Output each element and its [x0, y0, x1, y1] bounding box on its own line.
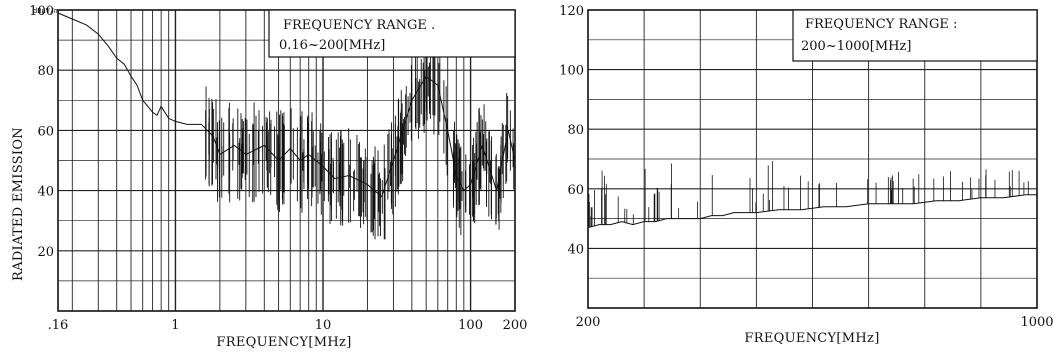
annotation-right-line1: FREQUENCY RANGE :	[805, 17, 957, 32]
emission-trace-left	[57, 12, 516, 198]
grid-right	[588, 10, 1037, 308]
y-tick-right-2: 80	[567, 123, 584, 138]
x-tick-right-0: 200	[576, 315, 601, 330]
x-tick-labels-left: .16 1 10 100 200	[48, 318, 528, 333]
annotation-left-line1: FREQUENCY RANGE .	[283, 18, 435, 33]
x-tick-left-3: 100	[458, 318, 483, 333]
y-tick-left-1: 40	[37, 185, 54, 200]
y-tick-right-4: 120	[559, 4, 584, 19]
annotation-right-line2: 200~1000[MHz]	[801, 39, 911, 54]
y-tick-labels-right: 40 60 80 100 120	[559, 4, 584, 257]
annotation-box-left	[268, 9, 516, 58]
y-tick-left-4: 100	[29, 4, 54, 19]
x-tick-left-4: 200	[503, 318, 528, 333]
annotation-box-right	[792, 9, 1038, 62]
y-axis-title: RADIATED EMISSION	[11, 127, 26, 281]
emission-spikes-right	[588, 161, 1029, 228]
chart-left: 20 40 60 80 100 .16 1 10 100 200 dBμV/m FREQUENC…	[29, 4, 527, 350]
y-tick-left-3: 80	[37, 64, 54, 79]
y-tick-right-1: 60	[567, 183, 584, 198]
x-axis-title-right: FREQUENCY[MHz]	[744, 331, 879, 346]
y-tick-right-3: 100	[559, 64, 584, 79]
x-tick-right-1: 1000	[1020, 315, 1053, 330]
y-tick-right-0: 40	[567, 242, 584, 257]
x-tick-left-0: .16	[48, 318, 69, 333]
y-unit-label: dBμV/m	[33, 7, 58, 15]
y-tick-labels-left: 20 40 60 80 100	[29, 4, 54, 260]
y-tick-left-0: 20	[37, 245, 54, 260]
x-tick-labels-right: 200 1000	[576, 315, 1054, 330]
emission-trace-right	[587, 194, 1037, 228]
chart-right: 40 60 80 100 120 200 1000 FREQUENCY RANGE : 2…	[559, 4, 1053, 346]
x-tick-left-1: 1	[171, 318, 179, 333]
y-tick-left-2: 60	[37, 124, 54, 139]
x-tick-left-2: 10	[315, 318, 332, 333]
annotation-left-line2: 0.16~200[MHz]	[279, 38, 385, 53]
x-axis-title-left: FREQUENCY[MHz]	[216, 335, 351, 350]
